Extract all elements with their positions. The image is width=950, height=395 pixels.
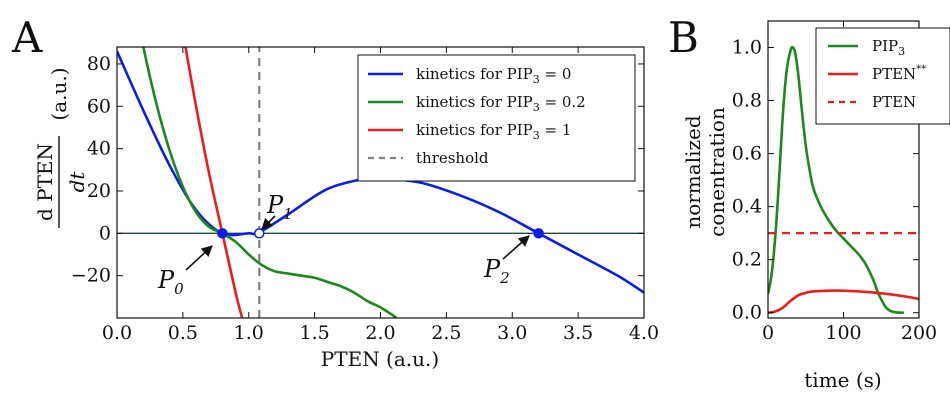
panel-b-ytick-label: 0.6 <box>732 143 762 165</box>
point-p0-label: P0 <box>157 266 184 298</box>
panel-a-legend: kinetics for PIP3 = 0 kinetics for PIP3 =… <box>357 54 636 182</box>
panel-b-plot-area <box>768 45 919 314</box>
panel-a-xtick-label: 2.0 <box>365 322 395 344</box>
panel-a-ylabel: d PTEN dt (a.u.) <box>33 67 89 228</box>
panel-a-ylabel-unit: (a.u.) <box>47 67 71 120</box>
legend-label-kinetics-for-pip3-1: kinetics for PIP3 = 1 <box>416 121 571 142</box>
panel-a-xtick-label: 3.0 <box>497 322 527 344</box>
panel-b-ylabel: normalized conentration <box>681 107 729 237</box>
panel-a-xtick-label: 0.0 <box>102 322 132 344</box>
panel-b-ticks: 0 100 200 0.0 0.2 0.4 0.6 0.8 1.0 <box>732 21 937 344</box>
panel-a-xlabel: PTEN (a.u.) <box>321 347 439 371</box>
panel-a-ylabel-numerator: d PTEN <box>33 143 57 221</box>
point-p0-marker <box>217 228 228 239</box>
point-p0-arrow <box>185 245 213 271</box>
panel-a-ytick-label: −20 <box>71 265 111 287</box>
panel-a-series-kinetics-for-pip3-1-line <box>184 47 244 318</box>
panel-b-ylabel-line: conentration <box>705 107 729 237</box>
legend-label-kinetics-for-pip3-0: kinetics for PIP3 = 0 <box>416 65 571 86</box>
panel-a-series-kinetics-for-pip3-0-2-line <box>142 47 398 318</box>
panel-a-plot-area <box>117 47 644 318</box>
panel-b-xlabel: time (s) <box>804 368 881 391</box>
panel-b-letter: B <box>668 13 699 62</box>
legend-label-kinetics-for-pip3-0-2: kinetics for PIP3 = 0.2 <box>416 93 586 114</box>
point-p2-arrow <box>502 235 530 260</box>
panel-a-xtick-label: 3.5 <box>563 322 593 344</box>
panel-b-ytick-label: 0.8 <box>732 90 762 112</box>
panel-a-xtick-label: 0.5 <box>168 322 198 344</box>
panel-a-ytick-label: 60 <box>87 95 111 117</box>
panel-b-series-pten-line <box>768 289 919 314</box>
panel-b-ylabel-line: normalized <box>681 115 705 229</box>
panel-b: B normalized conentration 0 100 200 0.0 0.2 0.… <box>668 13 950 392</box>
panel-a-ticks: 0.0 0.5 1.0 1.5 2.0 2.5 3.0 3.5 4.0 −20 0 20 40 60 80 <box>71 47 659 344</box>
panel-a-xtick-label: 1.0 <box>234 322 264 344</box>
panel-a-xtick-label: 1.5 <box>300 322 330 344</box>
panel-b-legend-box <box>815 27 950 125</box>
panel-a-ylabel-fraction: d PTEN dt (a.u.) <box>33 67 89 228</box>
panel-a-ytick-label: 40 <box>87 138 111 160</box>
legend-label-pten: PTEN <box>872 93 916 111</box>
panel-b-ylabel-group: normalized conentration <box>681 107 729 237</box>
legend-label-threshold: threshold <box>416 149 489 167</box>
panel-a-points: P0 P1 P2 <box>157 191 544 298</box>
point-p1-label: P1 <box>266 191 293 223</box>
panel-b-ytick-label: 0.0 <box>732 302 762 324</box>
panel-b-ytick-label: 0.2 <box>732 249 762 271</box>
panel-a-ytick-label: 0 <box>99 222 111 244</box>
panel-b-ytick-label: 1.0 <box>732 37 762 59</box>
point-p2-label: P2 <box>483 255 510 287</box>
point-p1-marker <box>254 228 265 239</box>
panel-b-series-pip3-line <box>768 45 904 314</box>
panel-a-ytick-label: 20 <box>87 180 111 202</box>
panel-b-xtick-label: 100 <box>825 322 861 344</box>
panel-b-xtick-label: 0 <box>762 322 774 344</box>
point-p1-arrow <box>261 215 276 230</box>
panel-a-letter: A <box>11 13 43 62</box>
panel-a: A d PTEN dt (a.u.) 0.0 0.5 1.0 1.5 2.0 2.5 3.0 3.… <box>11 13 659 371</box>
panel-a-ytick-label: 80 <box>87 53 111 75</box>
legend-label-pten: PTEN** <box>872 64 926 83</box>
panel-b-ytick-label: 0.4 <box>732 196 762 218</box>
panel-b-legend: PIP3 PTEN** PTEN <box>815 27 950 125</box>
panel-b-xtick-label: 200 <box>901 322 937 344</box>
legend-label-pip3: PIP3 <box>872 37 905 58</box>
panel-a-xtick-label: 2.5 <box>431 322 461 344</box>
panel-a-legend-box <box>357 54 636 182</box>
panel-a-ylabel-denominator: dt <box>65 171 89 193</box>
point-p2-marker <box>533 228 544 239</box>
panel-a-xtick-label: 4.0 <box>629 322 659 344</box>
